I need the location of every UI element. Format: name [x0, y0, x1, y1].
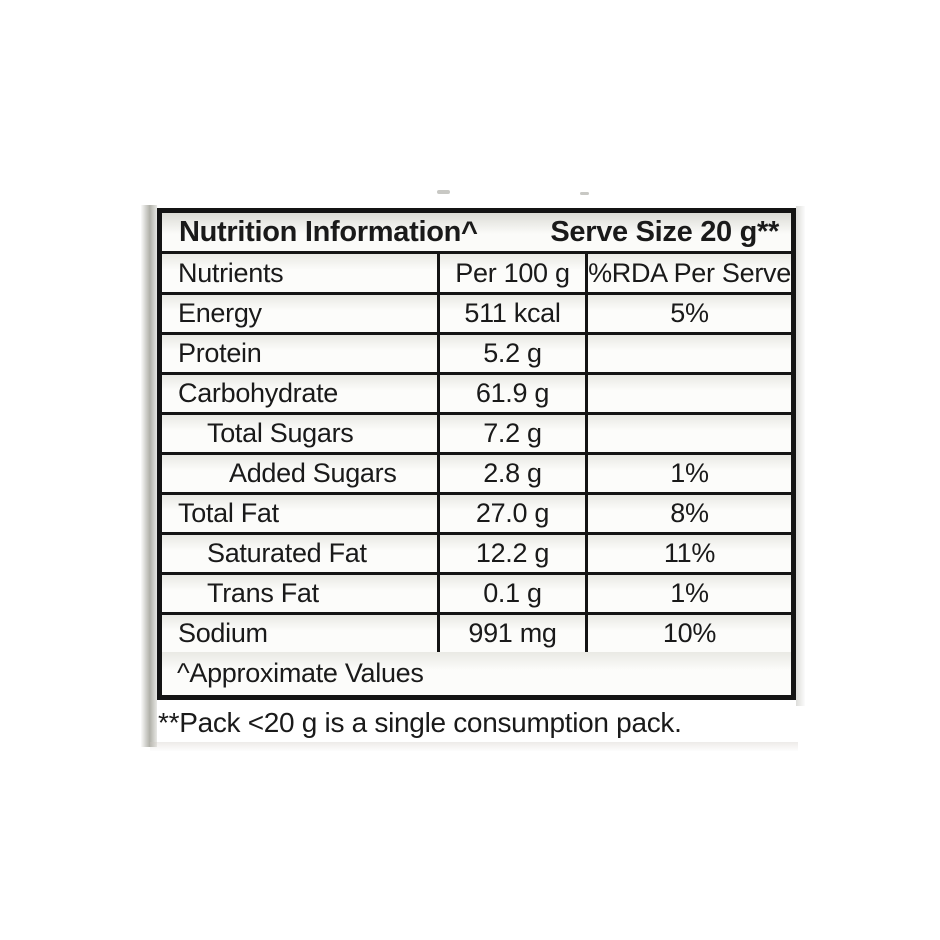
nutrient-name-cell: Trans Fat — [162, 575, 440, 612]
rda-value-cell: 1% — [670, 458, 709, 488]
table-row: Total Fat 27.0 g 8% — [162, 495, 791, 535]
packet-bottom-edge — [150, 742, 798, 751]
smudge-mark — [437, 190, 450, 194]
table-row: Protein 5.2 g — [162, 335, 791, 375]
packet-left-edge — [141, 205, 157, 747]
nutrient-name-cell: Carbohydrate — [162, 375, 440, 412]
approximate-values-note: ^Approximate Values — [177, 658, 424, 688]
nutrient-name-cell: Sodium — [162, 615, 440, 652]
approximate-values-row: ^Approximate Values — [162, 652, 791, 695]
per-100g-value-cell: 7.2 g — [440, 415, 588, 452]
per-100g-value-cell: 2.8 g — [440, 455, 588, 492]
rda-value-cell: 5% — [670, 298, 709, 328]
table-row: Total Sugars 7.2 g — [162, 415, 791, 455]
nutrient-name-cell: Energy — [162, 295, 440, 332]
nutrient-name-cell: Total Fat — [162, 495, 440, 532]
per-100g-value-cell: 991 mg — [440, 615, 588, 652]
nutrient-name-cell: Saturated Fat — [162, 535, 440, 572]
rda-value-cell: 8% — [670, 498, 709, 528]
column-header-per-100g: Per 100 g — [440, 254, 588, 292]
nutrient-name-cell: Added Sugars — [162, 455, 440, 492]
table-row: Added Sugars 2.8 g 1% — [162, 455, 791, 495]
per-100g-value-cell: 5.2 g — [440, 335, 588, 372]
rda-value-cell — [588, 375, 791, 412]
rda-value-cell: 11% — [663, 538, 716, 568]
smudge-mark — [580, 192, 589, 195]
table-row: Energy 511 kcal 5% — [162, 295, 791, 335]
nutrition-table: Nutrition Information^ Serve Size 20 g**… — [157, 208, 796, 700]
table-row: Sodium 991 mg 10% — [162, 615, 791, 652]
rda-value-cell: 10% — [662, 618, 717, 648]
column-header-rda: %RDA Per Serve — [588, 257, 791, 288]
table-title: Nutrition Information^ — [179, 215, 478, 248]
table-row: Carbohydrate 61.9 g — [162, 375, 791, 415]
per-100g-value-cell: 12.2 g — [440, 535, 588, 572]
rda-value-cell — [588, 335, 791, 372]
table-row: Saturated Fat 12.2 g 11% — [162, 535, 791, 575]
per-100g-value-cell: 511 kcal — [440, 295, 588, 332]
per-100g-value-cell: 61.9 g — [440, 375, 588, 412]
table-header-row: Nutrition Information^ Serve Size 20 g** — [162, 213, 791, 254]
per-100g-value-cell: 27.0 g — [440, 495, 588, 532]
packet-right-edge — [796, 206, 805, 706]
nutrient-name-cell: Total Sugars — [162, 415, 440, 452]
rda-value-cell: 1% — [670, 578, 709, 608]
column-header-nutrients: Nutrients — [162, 254, 440, 292]
column-header-row: Nutrients Per 100 g %RDA Per Serve — [162, 254, 791, 295]
pack-footnote: **Pack <20 g is a single consumption pac… — [158, 707, 682, 738]
per-100g-value-cell: 0.1 g — [440, 575, 588, 612]
table-row: Trans Fat 0.1 g 1% — [162, 575, 791, 615]
nutrient-name-cell: Protein — [162, 335, 440, 372]
rda-value-cell — [588, 415, 791, 452]
serve-size-label: Serve Size 20 g** — [550, 215, 779, 248]
